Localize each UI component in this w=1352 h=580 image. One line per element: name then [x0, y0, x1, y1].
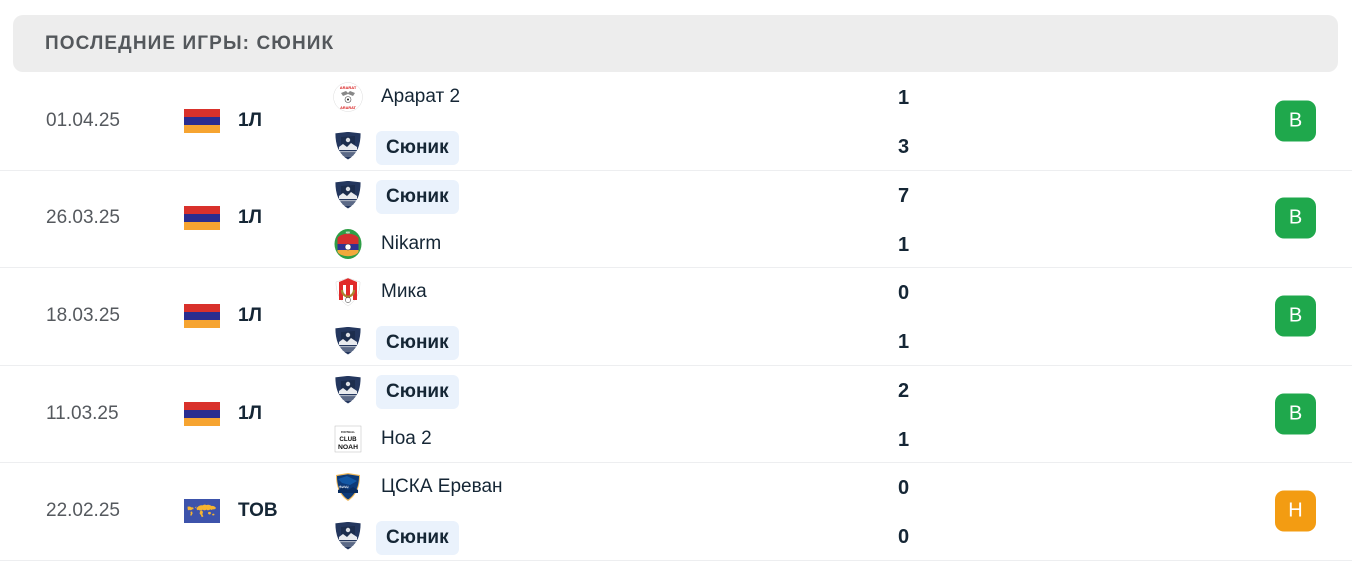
- svg-text:ՑՍԿԱ: ՑՍԿԱ: [339, 485, 349, 489]
- svg-text:FOOTBALL: FOOTBALL: [341, 430, 356, 434]
- svg-text:ARARAT: ARARAT: [340, 106, 356, 110]
- svg-text:NOAH: NOAH: [338, 444, 358, 451]
- svg-text:ARARAT: ARARAT: [340, 85, 357, 90]
- svg-text:CLUB: CLUB: [339, 436, 357, 443]
